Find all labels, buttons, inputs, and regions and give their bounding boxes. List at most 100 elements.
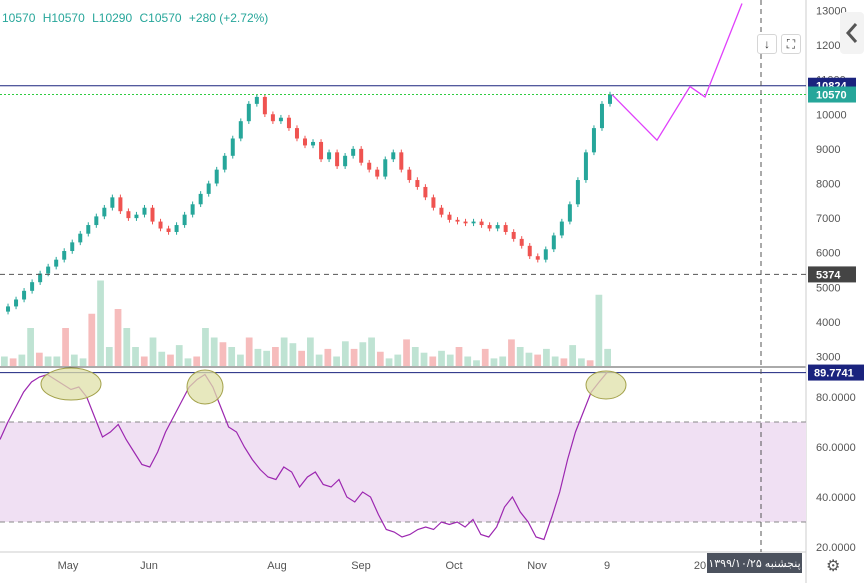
volume-bar — [490, 358, 498, 366]
price-label-text: 5374 — [816, 269, 841, 281]
candle-body — [367, 162, 372, 170]
candle-body — [214, 169, 219, 184]
price-label-text: 10570 — [816, 90, 847, 102]
candle-body — [375, 169, 380, 177]
candle-body — [551, 235, 556, 250]
high-value: H10570 — [42, 11, 85, 25]
volume-bar — [210, 337, 218, 366]
volume-bar — [438, 350, 445, 366]
time-tick-label: Aug — [267, 560, 287, 572]
volume-bar — [578, 358, 585, 366]
candle-body — [399, 152, 404, 170]
candle-body — [70, 242, 75, 252]
candle-body — [583, 152, 588, 181]
candle-body — [46, 266, 51, 274]
volume-bar — [228, 347, 236, 366]
candle-body — [86, 225, 91, 234]
fullscreen-icon[interactable]: ⛶ — [781, 34, 801, 54]
rsi-series — [0, 372, 608, 541]
candle-body — [343, 155, 348, 167]
projection-path — [611, 3, 743, 142]
candle-body — [54, 259, 59, 267]
volume-bar — [280, 337, 288, 366]
candle-body — [351, 148, 356, 156]
candle-body — [391, 152, 396, 160]
volume-bar — [219, 342, 227, 366]
volume-bar — [350, 348, 358, 366]
open-value: 10570 — [2, 11, 36, 25]
volume-bar — [333, 356, 340, 366]
price-tick-label: 12000 — [816, 40, 847, 52]
volume-bar — [97, 280, 104, 366]
volume-bar — [516, 347, 524, 366]
volume-bar — [543, 348, 550, 366]
volume-bar — [254, 348, 262, 366]
volume-bar — [455, 347, 463, 366]
ohlc-legend: 10570 H10570 L10290 C10570 +280 (+2.72%) — [2, 11, 272, 25]
time-tick-label: 20 — [694, 560, 706, 572]
volume-bar — [394, 354, 402, 366]
volume-bar — [79, 358, 87, 366]
volume-bar — [193, 356, 201, 366]
price-tick-label: 3000 — [816, 352, 840, 364]
horizontal-levels — [0, 85, 806, 374]
volume-bar — [464, 356, 472, 366]
candle-body — [94, 216, 99, 226]
volume-bar — [237, 354, 244, 366]
candle-body — [22, 290, 27, 300]
candle-body — [158, 221, 163, 229]
volume-bar — [132, 347, 139, 366]
time-tick-label: Oct — [445, 560, 462, 572]
candle-body — [303, 138, 307, 146]
gear-icon[interactable]: ⚙ — [826, 558, 841, 575]
candle-body — [527, 245, 532, 257]
candle-body — [110, 197, 115, 208]
candle-body — [294, 128, 299, 139]
volume-bar — [298, 350, 305, 366]
candle-body — [423, 186, 428, 198]
candle-body — [78, 233, 83, 243]
candle-body — [142, 207, 147, 215]
candle-body — [608, 94, 612, 104]
candle-body — [14, 299, 19, 307]
volume-bar — [9, 358, 17, 366]
candle-body — [150, 207, 155, 222]
candle-body — [262, 96, 267, 115]
rsi-tick-label: 60.0000 — [816, 442, 856, 454]
rsi-band — [0, 421, 806, 523]
candle-body — [182, 214, 187, 226]
candle-body — [415, 180, 420, 187]
time-tick-label: Nov — [527, 560, 547, 572]
time-tick-label: May — [58, 560, 79, 572]
volume-bar — [1, 356, 8, 366]
rsi-band-fill — [0, 422, 806, 522]
collapse-panel-button[interactable] — [840, 12, 864, 54]
candle-body — [198, 193, 203, 205]
price-tick-label: 8000 — [816, 179, 840, 191]
ellipse-annotation — [186, 369, 224, 405]
volume-bar — [385, 358, 393, 366]
rsi-label-box — [808, 364, 864, 381]
volume-bar — [341, 341, 349, 366]
ellipse-annotation — [585, 370, 627, 400]
candle-body — [431, 197, 436, 208]
candle-body — [278, 117, 283, 122]
volume-bar — [88, 313, 96, 366]
rsi-tick-label: 40.0000 — [816, 492, 856, 504]
volume-bar — [245, 337, 253, 366]
candle-body — [118, 197, 123, 212]
volume-bar — [114, 309, 122, 366]
candle-body — [134, 214, 139, 219]
volume-bar — [149, 337, 157, 366]
price-tick-label: 4000 — [816, 317, 840, 329]
candlesticks — [6, 91, 612, 315]
candle-body — [30, 282, 35, 291]
candle-body — [439, 207, 444, 215]
volume-bar — [551, 356, 559, 366]
change-value: +280 (+2.72%) — [188, 11, 269, 25]
volume-bar — [560, 358, 568, 366]
arrow-down-icon[interactable]: ↓ — [757, 34, 777, 54]
candle-body — [479, 221, 484, 226]
rsi-label-text: 89.7741 — [814, 368, 854, 380]
